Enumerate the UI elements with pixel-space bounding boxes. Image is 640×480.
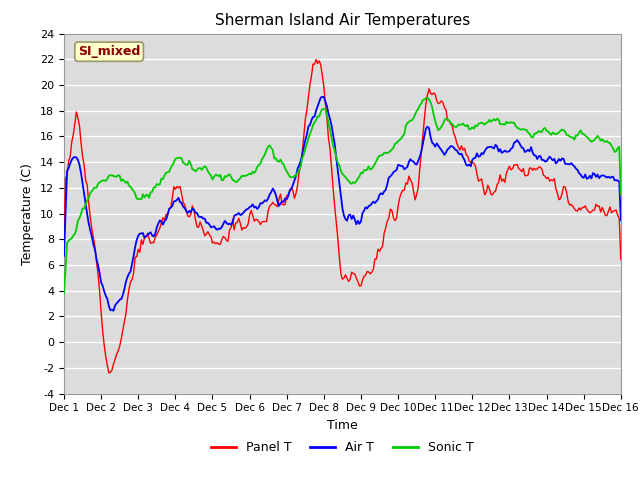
Legend: Panel T, Air T, Sonic T: Panel T, Air T, Sonic T — [206, 436, 479, 459]
Text: SI_mixed: SI_mixed — [78, 45, 140, 58]
Title: Sherman Island Air Temperatures: Sherman Island Air Temperatures — [215, 13, 470, 28]
X-axis label: Time: Time — [327, 419, 358, 432]
Y-axis label: Temperature (C): Temperature (C) — [22, 163, 35, 264]
